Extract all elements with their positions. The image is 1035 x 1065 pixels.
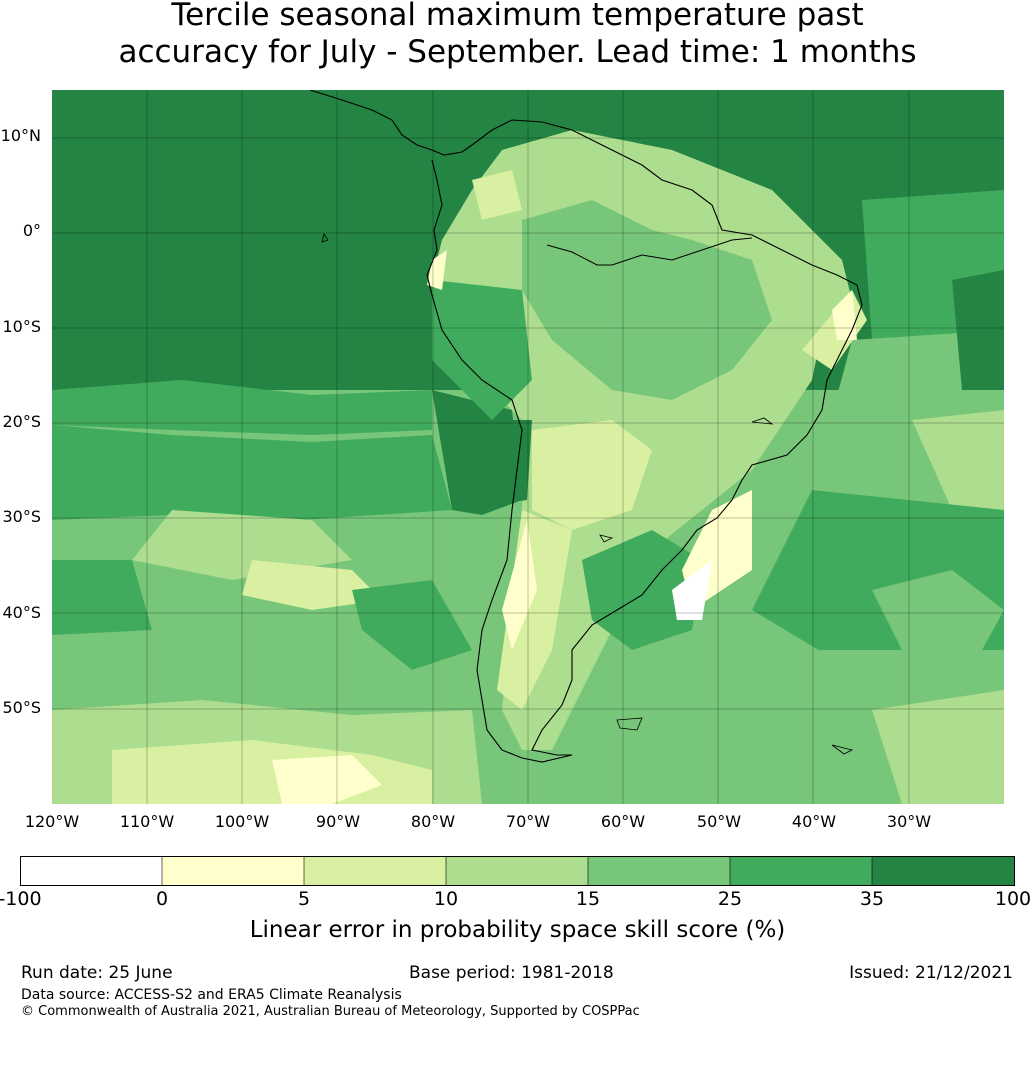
lon-label: 100°W xyxy=(214,812,270,831)
lat-label: 10°S xyxy=(2,317,41,336)
lat-label: 40°S xyxy=(2,603,41,622)
colorbar-bin xyxy=(588,856,730,886)
lon-label: 60°W xyxy=(600,812,646,831)
lat-label: 20°S xyxy=(2,412,41,431)
lon-label: 50°W xyxy=(696,812,742,831)
title-line-2: accuracy for July - September. Lead time… xyxy=(118,34,917,70)
lon-label: 70°W xyxy=(505,812,551,831)
base-period: Base period: 1981-2018 xyxy=(409,963,614,983)
title-line-1: Tercile seasonal maximum temperature pas… xyxy=(171,0,864,33)
data-source: Data source: ACCESS-S2 and ERA5 Climate … xyxy=(21,987,402,1003)
colorbar-bin xyxy=(304,856,446,886)
colorbar-tick: 25 xyxy=(717,888,743,910)
lon-label: 90°W xyxy=(315,812,361,831)
colorbar-tick: 10 xyxy=(433,888,459,910)
lon-label: 40°W xyxy=(791,812,837,831)
colorbar xyxy=(20,856,1015,886)
lon-label: 80°W xyxy=(410,812,456,831)
lat-label: 30°S xyxy=(2,507,41,526)
skill-score-map xyxy=(52,90,1004,804)
colorbar-tick: 0 xyxy=(155,888,169,910)
colorbar-label: Linear error in probability space skill … xyxy=(249,917,786,943)
run-date: Run date: 25 June xyxy=(21,963,173,983)
colorbar-bin xyxy=(162,856,304,886)
colorbar-bin xyxy=(730,856,872,886)
lat-label: 0° xyxy=(22,221,41,240)
colorbar-tick: 15 xyxy=(575,888,601,910)
lon-label: 110°W xyxy=(119,812,175,831)
colorbar-bin xyxy=(872,856,1015,886)
lon-label: 30°W xyxy=(886,812,932,831)
coastline xyxy=(309,90,863,763)
lat-label: 10°N xyxy=(0,126,41,145)
colorbar-tick: -100 xyxy=(0,888,42,910)
lon-label: 120°W xyxy=(24,812,80,831)
copyright: © Commonwealth of Australia 2021, Austra… xyxy=(21,1004,640,1019)
colorbar-tick: 5 xyxy=(297,888,311,910)
colorbar-tick: 35 xyxy=(859,888,885,910)
colorbar-tick: 100 xyxy=(994,888,1032,910)
gridlines xyxy=(52,90,1004,804)
colorbar-bin xyxy=(446,856,588,886)
issued-date: Issued: 21/12/2021 xyxy=(849,963,1013,983)
colorbar-bin xyxy=(20,856,162,886)
lat-label: 50°S xyxy=(2,698,41,717)
